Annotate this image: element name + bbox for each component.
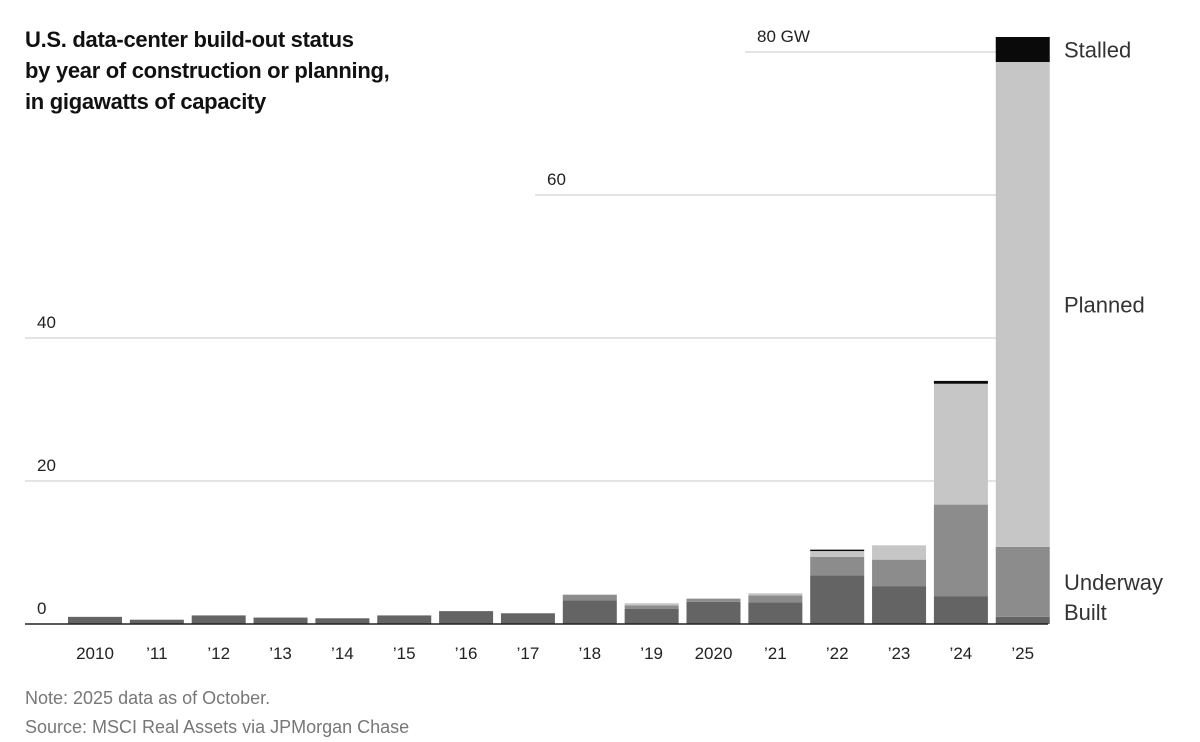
chart-title: U.S. data-center build-out status by yea… <box>25 24 390 117</box>
bar-11 <box>129 619 184 624</box>
bar-segment-stalled-24 <box>933 380 988 384</box>
bar-21 <box>748 593 803 624</box>
bar-segment-planned-19 <box>624 603 679 606</box>
bar-segment-underway-18 <box>562 594 617 601</box>
chart-title-line-1: U.S. data-center build-out status <box>25 27 354 52</box>
bar-segment-built-11 <box>129 619 184 624</box>
bar-14 <box>315 618 370 624</box>
bar-segment-underway-19 <box>624 605 679 609</box>
bar-19 <box>624 603 679 624</box>
bar-segment-underway-25 <box>995 546 1050 617</box>
bar-segment-planned-21 <box>748 593 803 596</box>
x-tick-label-11: ’11 <box>146 644 167 663</box>
bar-2020 <box>686 598 741 624</box>
y-tick-label-60: 60 <box>547 170 566 189</box>
y-tick-label-0: 0 <box>37 599 46 618</box>
x-tick-label-14: ’14 <box>331 644 354 663</box>
x-tick-label-22: ’22 <box>826 644 849 663</box>
bar-segment-underway-24 <box>933 504 988 597</box>
bar-22 <box>810 549 865 624</box>
series-label-underway: Underway <box>1064 570 1163 595</box>
gridlines <box>25 51 1048 482</box>
bar-12 <box>191 615 246 624</box>
bar-segment-built-14 <box>315 618 370 624</box>
bar-segment-underway-21 <box>748 595 803 603</box>
bar-segment-built-2010 <box>68 616 122 624</box>
bar-segment-built-22 <box>810 575 865 624</box>
x-tick-label-21: ’21 <box>764 644 787 663</box>
x-tick-label-17: ’17 <box>517 644 540 663</box>
bar-17 <box>500 613 555 624</box>
chart-note: Note: 2025 data as of October. <box>25 688 271 708</box>
x-tick-label-24: ’24 <box>950 644 973 663</box>
bar-segment-planned-25 <box>995 62 1050 547</box>
series-labels: Built Underway Planned Stalled <box>1064 37 1163 625</box>
x-tick-label-2020: 2020 <box>695 644 733 663</box>
bar-segment-planned-2020 <box>686 598 741 599</box>
bar-segment-planned-23 <box>872 545 927 560</box>
chart-title-line-3: in gigawatts of capacity <box>25 89 266 114</box>
bar-segment-built-2020 <box>686 601 741 624</box>
bar-segment-built-23 <box>872 586 927 624</box>
bar-23 <box>872 545 927 624</box>
bar-13 <box>253 617 308 624</box>
bar-15 <box>377 615 432 624</box>
bar-25 <box>995 36 1050 624</box>
bar-24 <box>933 380 988 624</box>
bar-18 <box>562 594 617 624</box>
bar-segment-stalled-25 <box>995 36 1050 63</box>
series-label-built: Built <box>1064 600 1107 625</box>
bar-segment-built-19 <box>624 608 679 624</box>
x-tick-label-25: ’25 <box>1011 644 1034 663</box>
x-tick-label-2010: 2010 <box>76 644 114 663</box>
chart-footer: Note: 2025 data as of October. Source: M… <box>25 684 409 742</box>
bar-segment-underway-22 <box>810 556 865 576</box>
x-tick-label-12: ’12 <box>207 644 230 663</box>
x-tick-label-23: ’23 <box>888 644 911 663</box>
bar-segment-underway-2020 <box>686 598 741 602</box>
chart-title-line-2: by year of construction or planning, <box>25 58 390 83</box>
bar-segment-built-15 <box>377 615 432 624</box>
bar-segment-built-25 <box>995 616 1050 624</box>
bar-segment-stalled-22 <box>810 549 865 552</box>
x-tick-label-13: ’13 <box>269 644 292 663</box>
x-tick-label-18: ’18 <box>578 644 601 663</box>
bar-segment-planned-22 <box>810 551 865 557</box>
bar-segment-built-16 <box>439 611 494 624</box>
bar-segment-planned-24 <box>933 383 988 505</box>
y-tick-label-20: 20 <box>37 456 56 475</box>
x-tick-label-16: ’16 <box>455 644 478 663</box>
chart-source: Source: MSCI Real Assets via JPMorgan Ch… <box>25 717 410 737</box>
bar-segment-built-21 <box>748 602 803 624</box>
bar-segment-built-17 <box>500 613 555 624</box>
bar-segment-underway-23 <box>872 559 927 587</box>
bars <box>68 36 1050 624</box>
y-tick-label-40: 40 <box>37 313 56 332</box>
x-tick-label-15: ’15 <box>393 644 416 663</box>
bar-segment-built-12 <box>191 615 246 624</box>
bar-segment-built-18 <box>562 600 617 624</box>
x-tick-label-19: ’19 <box>640 644 663 663</box>
y-axis-tick-labels: 0 20 40 60 80 GW <box>37 27 810 618</box>
bar-2010 <box>68 616 122 624</box>
bar-16 <box>439 611 494 624</box>
x-axis-tick-labels: 2010 ’11 ’12 ’13 ’14 ’15 ’16 ’17 ’18 ’19 2020 ’21 ’2… <box>76 644 1034 663</box>
bar-segment-built-13 <box>253 617 308 624</box>
series-label-planned: Planned <box>1064 292 1145 317</box>
y-tick-label-80: 80 GW <box>757 27 810 46</box>
series-label-stalled: Stalled <box>1064 37 1131 62</box>
bar-segment-built-24 <box>933 596 988 624</box>
